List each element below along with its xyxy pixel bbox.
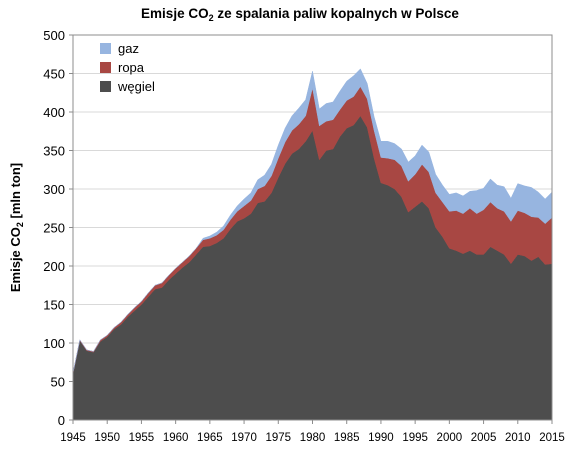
x-tick-label: 1965: [197, 432, 223, 444]
legend-swatch: [100, 43, 111, 54]
x-tick-label: 1995: [402, 432, 428, 444]
x-tick-label: 1950: [94, 432, 120, 444]
y-axis-label-main: Emisje CO: [8, 227, 23, 292]
chart-title-sub: 2: [209, 13, 214, 23]
y-axis-label-rest: [mln ton]: [8, 163, 23, 222]
y-tick-label: 350: [43, 144, 65, 159]
legend-item-ropa: ropa: [100, 60, 145, 75]
x-axis: 1945 1950 1955 1960 1965 1970 1975 1980 1985 1990…: [60, 420, 565, 444]
x-tick-label: 1990: [368, 432, 394, 444]
x-tick-label: 1955: [129, 432, 155, 444]
y-tick-label: 50: [51, 375, 65, 390]
x-tick-label: 1975: [265, 432, 291, 444]
y-axis: 0 50 100 150 200 250 300 350 400 450 500: [43, 28, 73, 428]
x-tick-label: 2010: [505, 432, 531, 444]
y-axis-label: Emisje CO2 [mln ton]: [8, 163, 25, 292]
y-tick-label: 100: [43, 336, 65, 351]
y-tick-label: 150: [43, 298, 65, 313]
legend-label: węgiel: [117, 79, 155, 94]
x-tick-label: 1970: [231, 432, 257, 444]
x-tick-label: 1980: [300, 432, 326, 444]
chart-title-main: Emisje CO: [141, 6, 209, 21]
y-tick-label: 300: [43, 182, 65, 197]
y-axis-label-sub: 2: [15, 222, 25, 227]
y-tick-label: 250: [43, 221, 65, 236]
x-tick-label: 1960: [163, 432, 189, 444]
legend-label: ropa: [118, 60, 145, 75]
y-tick-label: 0: [58, 413, 65, 428]
legend-item-węgiel: węgiel: [100, 79, 155, 94]
y-tick-label: 500: [43, 28, 65, 43]
legend-swatch: [100, 81, 111, 92]
y-tick-label: 400: [43, 105, 65, 120]
legend: gaz ropa węgiel: [100, 41, 155, 94]
legend-label: gaz: [118, 41, 139, 56]
y-tick-label: 450: [43, 67, 65, 82]
legend-item-gaz: gaz: [100, 41, 139, 56]
chart-title-rest: ze spalania paliw kopalnych w Polsce: [214, 6, 460, 21]
y-tick-label: 200: [43, 259, 65, 274]
x-tick-label: 2015: [539, 432, 565, 444]
x-tick-label: 2005: [471, 432, 497, 444]
x-tick-label: 1985: [334, 432, 360, 444]
x-tick-label: 2000: [437, 432, 463, 444]
x-tick-label: 1945: [60, 432, 86, 444]
chart-title: Emisje CO2 ze spalania paliw kopalnych w…: [141, 6, 459, 23]
legend-swatch: [100, 62, 111, 73]
